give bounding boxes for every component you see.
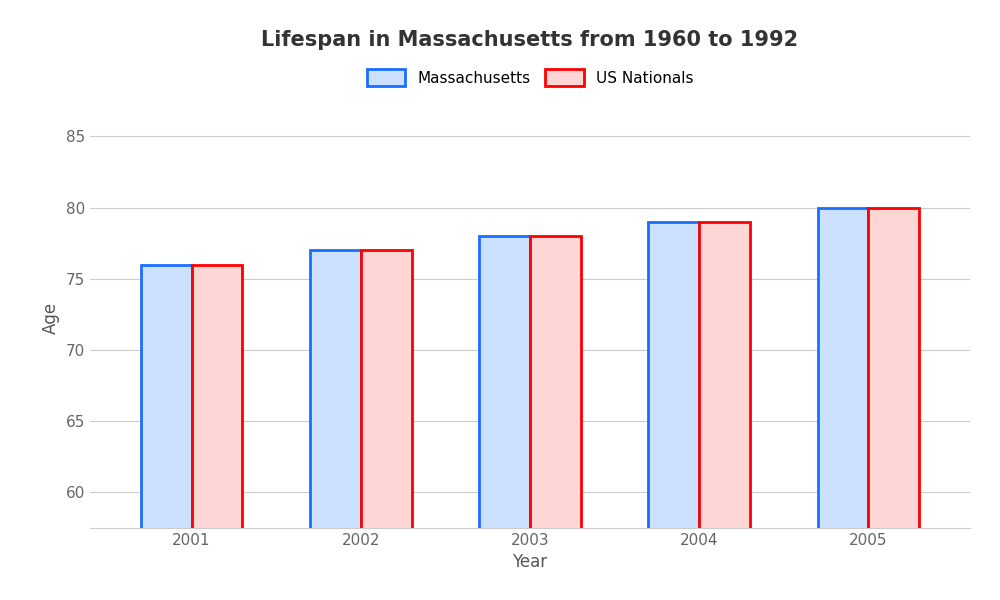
Y-axis label: Age: Age bbox=[42, 302, 60, 334]
Bar bbox=[141, 265, 192, 600]
X-axis label: Year: Year bbox=[512, 553, 548, 571]
Legend: Massachusetts, US Nationals: Massachusetts, US Nationals bbox=[359, 61, 701, 94]
Bar bbox=[361, 250, 412, 600]
Bar bbox=[699, 222, 750, 600]
Bar bbox=[479, 236, 530, 600]
Bar bbox=[530, 236, 581, 600]
Bar bbox=[818, 208, 868, 600]
Bar bbox=[648, 222, 699, 600]
Bar bbox=[868, 208, 919, 600]
Bar bbox=[192, 265, 242, 600]
Title: Lifespan in Massachusetts from 1960 to 1992: Lifespan in Massachusetts from 1960 to 1… bbox=[261, 29, 799, 49]
Bar bbox=[310, 250, 361, 600]
